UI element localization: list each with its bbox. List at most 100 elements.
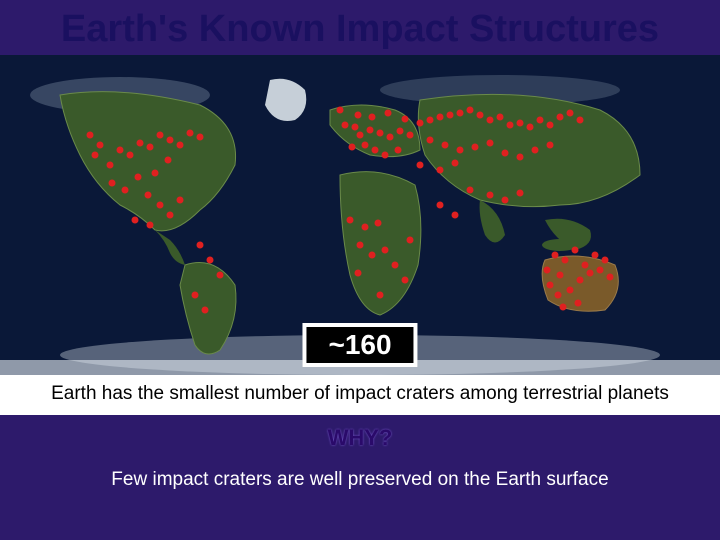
impact-dot	[192, 292, 199, 299]
impact-dot	[342, 122, 349, 129]
impact-dot	[197, 134, 204, 141]
impact-dot	[552, 252, 559, 259]
impact-dot	[369, 252, 376, 259]
impact-dot	[437, 114, 444, 121]
impact-dot	[547, 142, 554, 149]
impact-dot	[157, 202, 164, 209]
impact-dot	[357, 242, 364, 249]
impact-dot	[109, 180, 116, 187]
impact-dot	[597, 267, 604, 274]
impact-dot	[382, 247, 389, 254]
impact-dot	[452, 160, 459, 167]
impact-dot	[355, 112, 362, 119]
impact-dot	[382, 152, 389, 159]
impact-dot	[349, 144, 356, 151]
impact-dot	[397, 128, 404, 135]
impact-dot	[147, 144, 154, 151]
impact-dot	[135, 174, 142, 181]
impact-dot	[487, 140, 494, 147]
impact-dot	[467, 107, 474, 114]
impact-dot	[417, 162, 424, 169]
impact-dot	[362, 142, 369, 149]
impact-dot	[202, 307, 209, 314]
impact-dot	[377, 292, 384, 299]
impact-dot	[502, 197, 509, 204]
impact-dot	[367, 127, 374, 134]
impact-dot	[145, 192, 152, 199]
impact-dot	[187, 130, 194, 137]
bottom-section: WHY? Few impact craters are well preserv…	[0, 415, 720, 535]
impact-dot	[92, 152, 99, 159]
impact-dot	[562, 257, 569, 264]
impact-dot	[577, 117, 584, 124]
impact-dot	[437, 202, 444, 209]
impact-dot	[497, 114, 504, 121]
caption-line-1: Earth has the smallest number of impact …	[0, 375, 720, 415]
impact-dot	[152, 170, 159, 177]
impact-dot	[385, 110, 392, 117]
impact-dot	[527, 124, 534, 131]
impact-dot	[137, 140, 144, 147]
impact-dot	[547, 282, 554, 289]
impact-dot	[347, 217, 354, 224]
impact-dot	[407, 132, 414, 139]
impact-dot	[107, 162, 114, 169]
impact-dot	[372, 147, 379, 154]
impact-dot	[517, 190, 524, 197]
impact-dot	[352, 124, 359, 131]
impact-dot	[477, 112, 484, 119]
impact-dot	[377, 130, 384, 137]
impact-dot	[362, 224, 369, 231]
slide-title: Earth's Known Impact Structures	[0, 0, 720, 55]
impact-dot	[487, 117, 494, 124]
impact-dot	[452, 212, 459, 219]
impact-dot	[122, 187, 129, 194]
count-box: ~160	[302, 323, 417, 367]
impact-dot	[197, 242, 204, 249]
impact-dot	[165, 157, 172, 164]
impact-dot	[157, 132, 164, 139]
impact-dot	[132, 217, 139, 224]
impact-dot	[97, 142, 104, 149]
impact-dot	[544, 267, 551, 274]
impact-dot	[357, 132, 364, 139]
impact-dot	[207, 257, 214, 264]
impact-dot	[457, 147, 464, 154]
impact-dot	[575, 300, 582, 307]
impact-dot	[442, 142, 449, 149]
impact-dot	[392, 262, 399, 269]
impact-dot	[427, 117, 434, 124]
impact-dot	[369, 114, 376, 121]
impact-dot	[517, 120, 524, 127]
caption-line-2: Few impact craters are well preserved on…	[0, 451, 720, 491]
impact-dot	[127, 152, 134, 159]
impact-dot	[457, 110, 464, 117]
impact-dot	[147, 222, 154, 229]
impact-dot	[592, 252, 599, 259]
impact-dot	[582, 262, 589, 269]
impact-dot	[87, 132, 94, 139]
impact-dot	[507, 122, 514, 129]
impact-dot	[532, 147, 539, 154]
impact-dot	[177, 197, 184, 204]
impact-dot	[467, 187, 474, 194]
impact-dot	[472, 144, 479, 151]
impact-dot	[537, 117, 544, 124]
impact-dot	[337, 107, 344, 114]
impact-dot	[427, 137, 434, 144]
impact-dot	[402, 277, 409, 284]
impact-dot	[417, 120, 424, 127]
impact-dot	[387, 134, 394, 141]
impact-dot	[502, 150, 509, 157]
impact-dot	[437, 167, 444, 174]
world-map: ~160	[0, 55, 720, 375]
impact-dot	[587, 270, 594, 277]
impact-dot	[395, 147, 402, 154]
impact-dot	[117, 147, 124, 154]
impact-dot	[560, 304, 567, 311]
impact-dot	[607, 274, 614, 281]
impact-dot	[547, 122, 554, 129]
impact-dot	[167, 137, 174, 144]
impact-dot	[602, 257, 609, 264]
impact-dot	[447, 112, 454, 119]
